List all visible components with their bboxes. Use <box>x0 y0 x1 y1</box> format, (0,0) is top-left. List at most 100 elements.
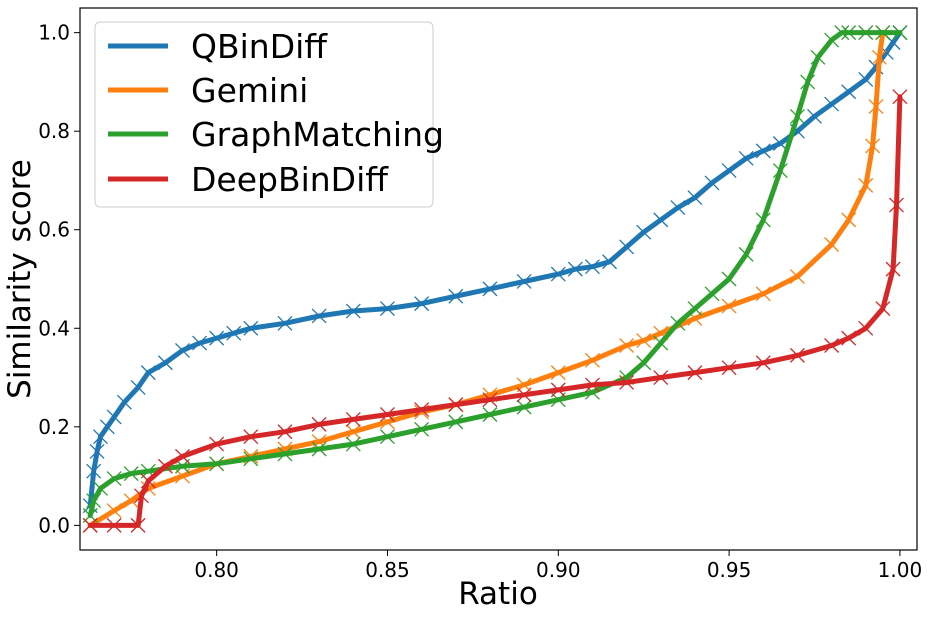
data-point <box>130 379 146 395</box>
data-point <box>516 274 532 289</box>
data-point <box>277 315 293 331</box>
data-point <box>858 71 874 87</box>
data-point <box>567 261 583 277</box>
data-point <box>858 25 874 41</box>
data-point <box>875 301 891 317</box>
data-point <box>653 335 669 351</box>
x-tick-label: 1.00 <box>878 558 923 582</box>
data-point <box>380 301 395 317</box>
x-tick-label: 0.90 <box>536 558 581 582</box>
data-point <box>226 325 242 341</box>
data-point <box>670 315 686 331</box>
data-point <box>670 200 686 216</box>
y-tick-label: 0.2 <box>38 415 70 439</box>
data-point <box>653 212 669 228</box>
data-point <box>584 377 600 393</box>
data-point <box>841 84 857 100</box>
data-point <box>157 355 173 371</box>
data-point <box>738 150 754 166</box>
series-line-qbindiff <box>87 30 903 509</box>
y-axis-ticks: 0.0 0.2 0.4 0.6 0.8 1.0 <box>38 21 80 537</box>
plot-frame <box>79 7 918 551</box>
data-point <box>209 330 225 346</box>
x-axis-ticks: 0.80 0.85 0.90 0.95 1.00 <box>194 550 922 582</box>
data-point <box>619 338 635 353</box>
data-point <box>516 399 532 415</box>
data-point <box>687 190 703 206</box>
data-point <box>414 402 430 418</box>
data-point <box>448 397 464 413</box>
data-point <box>789 269 805 284</box>
data-point <box>345 424 361 440</box>
data-point <box>841 25 857 41</box>
data-point <box>106 517 122 533</box>
data-point <box>448 288 464 304</box>
legend: QBinDiff Gemini GraphMatching DeepBinDif… <box>94 21 444 208</box>
data-point <box>89 443 105 459</box>
data-point <box>134 488 149 504</box>
data-point <box>99 419 115 435</box>
data-point <box>345 436 361 452</box>
data-point <box>738 246 754 262</box>
x-tick-label: 0.80 <box>194 558 239 582</box>
data-point <box>704 175 720 191</box>
data-point <box>584 259 600 275</box>
data-point <box>636 333 652 349</box>
data-point <box>243 320 259 336</box>
data-point <box>192 335 208 351</box>
data-point <box>885 261 901 277</box>
data-point <box>858 177 874 193</box>
data-point <box>345 411 361 427</box>
data-point <box>721 271 737 287</box>
data-point <box>175 342 190 358</box>
data-point <box>892 25 908 41</box>
data-point <box>106 409 122 425</box>
data-point <box>550 382 566 398</box>
data-point <box>482 407 498 422</box>
data-point <box>380 407 395 422</box>
data-point <box>892 89 908 105</box>
data-point <box>755 143 771 159</box>
data-point <box>834 25 850 41</box>
data-point <box>130 517 146 533</box>
data-point <box>687 365 703 381</box>
data-point <box>687 301 703 317</box>
data-point <box>824 338 840 353</box>
data-point <box>414 296 430 312</box>
data-point <box>653 370 669 386</box>
data-point <box>602 254 617 270</box>
legend-label-deepbindiff: DeepBinDiff <box>191 160 389 199</box>
data-point <box>550 266 566 282</box>
data-point <box>789 347 805 363</box>
data-point <box>772 163 788 179</box>
data-point <box>123 493 139 509</box>
data-point <box>106 471 122 487</box>
data-point <box>106 503 122 519</box>
data-point <box>755 355 771 371</box>
data-point <box>824 237 840 252</box>
data-point <box>868 99 884 115</box>
data-point <box>721 360 737 376</box>
series-qbindiff <box>82 25 908 514</box>
data-point <box>636 355 652 371</box>
data-point <box>93 480 108 496</box>
legend-box <box>94 21 434 208</box>
series-deepbindiff <box>82 89 908 533</box>
data-point <box>871 49 887 65</box>
data-point <box>865 138 881 154</box>
data-point <box>82 517 98 533</box>
data-point <box>277 424 293 440</box>
data-point <box>636 224 652 240</box>
data-point <box>380 429 395 445</box>
data-point <box>140 473 156 489</box>
legend-label-qbindiff: QBinDiff <box>191 27 328 66</box>
x-tick-label: 0.85 <box>365 558 410 582</box>
data-point <box>875 25 891 41</box>
y-axis-label: Similarity score <box>2 159 38 399</box>
data-point <box>448 414 464 430</box>
data-point <box>243 451 259 467</box>
y-tick-label: 1.0 <box>38 21 70 45</box>
data-point <box>86 493 102 509</box>
data-point <box>482 392 498 408</box>
data-point <box>619 239 635 255</box>
